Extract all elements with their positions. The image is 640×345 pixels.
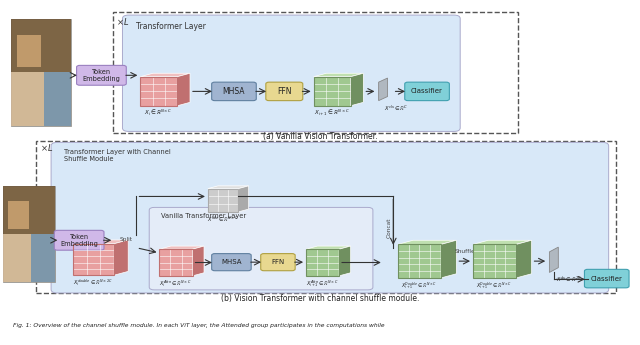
Text: Classifier: Classifier: [411, 88, 443, 95]
Text: $\times L$: $\times L$: [116, 16, 129, 27]
FancyBboxPatch shape: [212, 254, 251, 271]
FancyBboxPatch shape: [404, 82, 449, 101]
Text: (a) Vanilla Vision Transformer.: (a) Vanilla Vision Transformer.: [263, 132, 377, 141]
Bar: [11, 19, 72, 126]
Polygon shape: [306, 246, 351, 249]
Bar: [3, 186, 55, 282]
Text: $X_{i+1}^{Double} \in \mathbb{R}^{N\times C}$: $X_{i+1}^{Double} \in \mathbb{R}^{N\time…: [476, 280, 513, 292]
Text: Concat: Concat: [387, 217, 391, 237]
Text: Vanilla Transformer Layer: Vanilla Transformer Layer: [161, 213, 246, 219]
Polygon shape: [473, 240, 532, 244]
Polygon shape: [516, 240, 532, 278]
Text: $X_i \in \mathbb{R}^{N\times C}$: $X_i \in \mathbb{R}^{N\times C}$: [145, 108, 173, 118]
Polygon shape: [314, 73, 364, 77]
Polygon shape: [177, 73, 190, 106]
Text: Split: Split: [120, 237, 132, 242]
Text: Fig. 1: Overview of the channel shuffle module. In each ViT layer, the Attended : Fig. 1: Overview of the channel shuffle …: [13, 323, 385, 328]
Polygon shape: [441, 240, 456, 278]
Polygon shape: [314, 77, 351, 106]
Polygon shape: [73, 240, 128, 244]
Polygon shape: [193, 246, 204, 276]
Text: FFN: FFN: [271, 259, 285, 265]
Text: Token
Embedding: Token Embedding: [60, 234, 98, 247]
Bar: [31, 234, 55, 282]
Bar: [3, 234, 31, 282]
FancyBboxPatch shape: [122, 15, 460, 131]
Polygon shape: [159, 246, 204, 249]
Text: (b) Vision Transformer with channel shuffle module.: (b) Vision Transformer with channel shuf…: [221, 294, 419, 303]
Text: $X_{i+1} \in \mathbb{R}^{N\times C}$: $X_{i+1} \in \mathbb{R}^{N\times C}$: [314, 108, 350, 118]
FancyBboxPatch shape: [584, 269, 629, 288]
Text: Classifier: Classifier: [591, 276, 623, 282]
Text: $X_{i+1}^{Attn} \in \mathbb{R}^{N\times C}$: $X_{i+1}^{Attn} \in \mathbb{R}^{N\times …: [306, 278, 339, 289]
Polygon shape: [306, 249, 339, 276]
FancyBboxPatch shape: [260, 254, 295, 271]
Bar: [8, 200, 29, 229]
FancyBboxPatch shape: [54, 230, 104, 250]
Text: Transformer Layer with Channel
Shuffle Module: Transformer Layer with Channel Shuffle M…: [64, 149, 171, 162]
FancyBboxPatch shape: [212, 82, 256, 101]
Text: $X_i^{Attn} \in \mathbb{R}^{N\times C}$: $X_i^{Attn} \in \mathbb{R}^{N\times C}$: [159, 278, 193, 289]
Text: $\times L$: $\times L$: [40, 142, 52, 153]
Text: $X^{Idle} \in \mathbb{R}^{N\times C}$: $X^{Idle} \in \mathbb{R}^{N\times C}$: [207, 214, 239, 224]
FancyBboxPatch shape: [51, 142, 609, 293]
Text: Shuffle: Shuffle: [454, 249, 475, 254]
Bar: [36, 141, 616, 293]
Text: $X^{cls} \in \mathbb{R}^{2C}$: $X^{cls} \in \mathbb{R}^{2C}$: [556, 275, 582, 285]
Polygon shape: [159, 249, 193, 276]
Polygon shape: [473, 244, 516, 278]
Polygon shape: [549, 247, 558, 273]
Bar: [113, 12, 518, 133]
Text: $X_i^{double} \in \mathbb{R}^{N\times 2C}$: $X_i^{double} \in \mathbb{R}^{N\times 2C…: [73, 278, 113, 288]
Text: FFN: FFN: [277, 87, 292, 96]
Text: Token
Embedding: Token Embedding: [83, 69, 120, 82]
Polygon shape: [140, 77, 177, 106]
Bar: [11, 19, 72, 72]
Bar: [17, 34, 41, 67]
Polygon shape: [397, 240, 456, 244]
Polygon shape: [239, 186, 248, 212]
Polygon shape: [339, 246, 351, 276]
Text: MHSA: MHSA: [221, 259, 242, 265]
FancyBboxPatch shape: [266, 82, 303, 101]
FancyBboxPatch shape: [149, 207, 373, 290]
Polygon shape: [208, 189, 239, 212]
Bar: [3, 186, 55, 234]
Bar: [44, 72, 72, 126]
Polygon shape: [379, 78, 388, 101]
Polygon shape: [397, 244, 441, 278]
Bar: [11, 72, 44, 126]
Text: Transformer Layer: Transformer Layer: [136, 22, 206, 31]
Polygon shape: [114, 240, 128, 275]
Polygon shape: [140, 73, 190, 77]
Polygon shape: [208, 186, 248, 189]
FancyBboxPatch shape: [77, 66, 126, 85]
Polygon shape: [351, 73, 364, 106]
Text: $X_{i+1}^{Double} \in \mathbb{R}^{N\times C}$: $X_{i+1}^{Double} \in \mathbb{R}^{N\time…: [401, 280, 438, 292]
Text: MHSA: MHSA: [223, 87, 245, 96]
Text: $X^{cls} \in \mathbb{R}^{C}$: $X^{cls} \in \mathbb{R}^{C}$: [384, 104, 408, 113]
Polygon shape: [73, 244, 114, 275]
